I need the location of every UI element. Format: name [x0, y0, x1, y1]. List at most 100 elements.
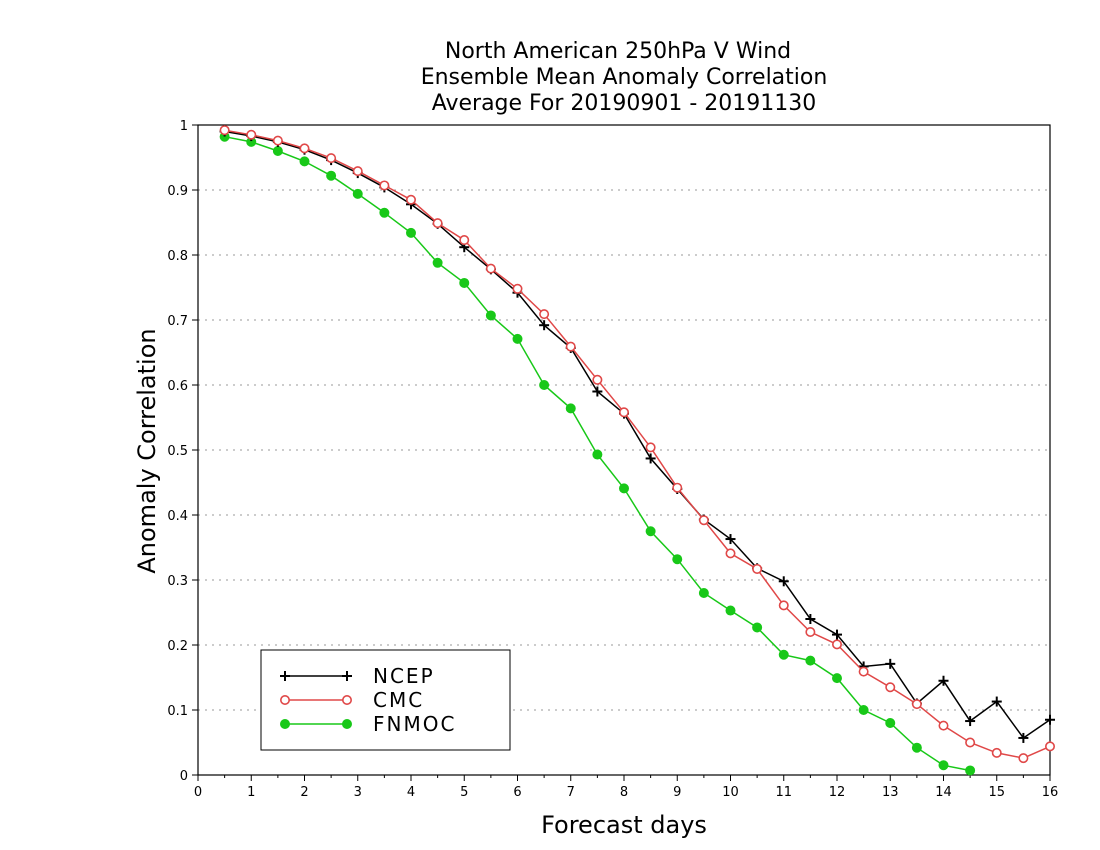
cmc-point: [405, 194, 416, 205]
fnmoc-point: [645, 526, 656, 537]
cmc-point: [539, 309, 550, 320]
fnmoc-point: [619, 483, 629, 494]
ncep-point: [645, 453, 656, 464]
x-tick-label: 14: [935, 785, 952, 800]
y-tick-label: 0: [180, 769, 188, 784]
legend-entry-cmc: CMC: [279, 688, 424, 712]
cmc-point: [326, 153, 337, 164]
x-tick-label: 10: [722, 785, 739, 800]
fnmoc-point: [342, 719, 352, 729]
fnmoc-point: [432, 257, 443, 268]
cmc-point: [512, 283, 523, 294]
cmc-point: [459, 235, 470, 246]
cmc-line: [224, 129, 1051, 759]
x-tick-label: 2: [300, 785, 308, 800]
x-tick-label: 9: [673, 785, 681, 800]
x-tick-label: 6: [513, 785, 521, 800]
ncep-point: [1018, 732, 1029, 743]
fnmoc-point: [485, 310, 496, 321]
x-tick-label: 7: [567, 785, 575, 800]
y-axis-label: Anomaly Correlation: [133, 328, 161, 573]
cmc-point: [672, 482, 683, 493]
ncep-point: [725, 534, 736, 545]
cmc-point: [1045, 741, 1056, 752]
fnmoc-point: [272, 146, 283, 156]
legend-entry-ncep: NCEP: [280, 664, 435, 688]
ncep-line: [224, 130, 1051, 740]
fnmoc-point: [299, 156, 310, 167]
x-tick-label: 0: [194, 785, 202, 800]
fnmoc-point: [565, 403, 576, 414]
cmc-point: [725, 548, 736, 559]
fnmoc-point: [379, 207, 390, 218]
fnmoc-point: [698, 588, 709, 598]
series-layer: [219, 125, 1056, 776]
cmc-point: [991, 747, 1002, 758]
ncep-point: [805, 614, 816, 624]
ncep-point: [885, 658, 896, 669]
cmc-point: [965, 737, 976, 748]
fnmoc-point: [725, 605, 736, 616]
x-axis-label: Forecast days: [541, 811, 707, 839]
fnmoc-point: [965, 765, 976, 776]
legend-label-ncep: NCEP: [373, 664, 435, 688]
cmc-point: [246, 129, 257, 140]
cmc-point: [752, 563, 763, 574]
x-tick-label: 4: [407, 785, 415, 800]
cmc-point: [341, 694, 352, 705]
fnmoc-point: [326, 170, 337, 181]
fnmoc-point: [805, 655, 816, 666]
cmc-point: [592, 374, 603, 385]
y-tick-label: 0.2: [167, 639, 188, 654]
y-tick-label: 0.7: [167, 314, 188, 329]
ncep-point: [832, 629, 842, 640]
y-axis-ticks: 0 0.1 0.2 0.3 0.4 0.5 0.6 0.7 0.8 0.9 1: [167, 119, 198, 784]
x-tick-label: 13: [882, 785, 899, 800]
y-tick-label: 0.4: [167, 509, 188, 524]
cmc-point: [645, 442, 656, 453]
fnmoc-point: [459, 277, 470, 288]
fnmoc-point: [885, 718, 896, 728]
cmc-point: [831, 639, 842, 650]
cmc-point: [272, 135, 283, 146]
ncep-point: [965, 716, 976, 727]
legend-label-cmc: CMC: [373, 688, 424, 712]
x-tick-label: 3: [354, 785, 362, 800]
x-tick-label: 11: [775, 785, 792, 800]
cmc-point: [219, 125, 230, 136]
cmc-point: [805, 626, 816, 637]
y-tick-label: 1: [180, 119, 188, 134]
chart-title: North American 250hPa V Wind Ensemble Me…: [421, 39, 828, 116]
cmc-point: [352, 166, 363, 177]
cmc-point: [299, 143, 310, 154]
fnmoc-point: [672, 554, 683, 565]
x-axis-ticks: 0 1 2 3 4 5 6 7 8 9 10 11 12 13 14 15 16: [194, 775, 1058, 800]
fnmoc-point: [938, 760, 949, 771]
fnmoc-point: [352, 188, 363, 199]
fnmoc-point: [832, 673, 842, 684]
fnmoc-point: [778, 649, 789, 660]
y-tick-label: 0.5: [167, 444, 188, 459]
y-tick-label: 0.9: [167, 184, 188, 199]
fnmoc-point: [911, 742, 922, 753]
legend-entry-fnmoc: FNMOC: [280, 712, 456, 736]
cmc-point: [379, 180, 390, 191]
fnmoc-point: [592, 449, 603, 460]
cmc-point: [279, 694, 290, 705]
ncep-point: [778, 576, 789, 587]
cmc-point: [618, 407, 629, 418]
ncep-point: [539, 320, 550, 331]
cmc-point: [911, 699, 922, 710]
cmc-point: [698, 515, 709, 526]
ncep-point: [938, 675, 949, 686]
cmc-point: [565, 341, 576, 352]
cmc-point: [432, 218, 443, 229]
title-line-2: Ensemble Mean Anomaly Correlation: [421, 65, 828, 90]
fnmoc-point: [406, 227, 416, 238]
ncep-point: [342, 671, 352, 681]
y-tick-label: 0.1: [167, 704, 188, 719]
legend-label-fnmoc: FNMOC: [373, 712, 456, 736]
fnmoc-point: [280, 719, 290, 729]
x-tick-label: 15: [988, 785, 1005, 800]
